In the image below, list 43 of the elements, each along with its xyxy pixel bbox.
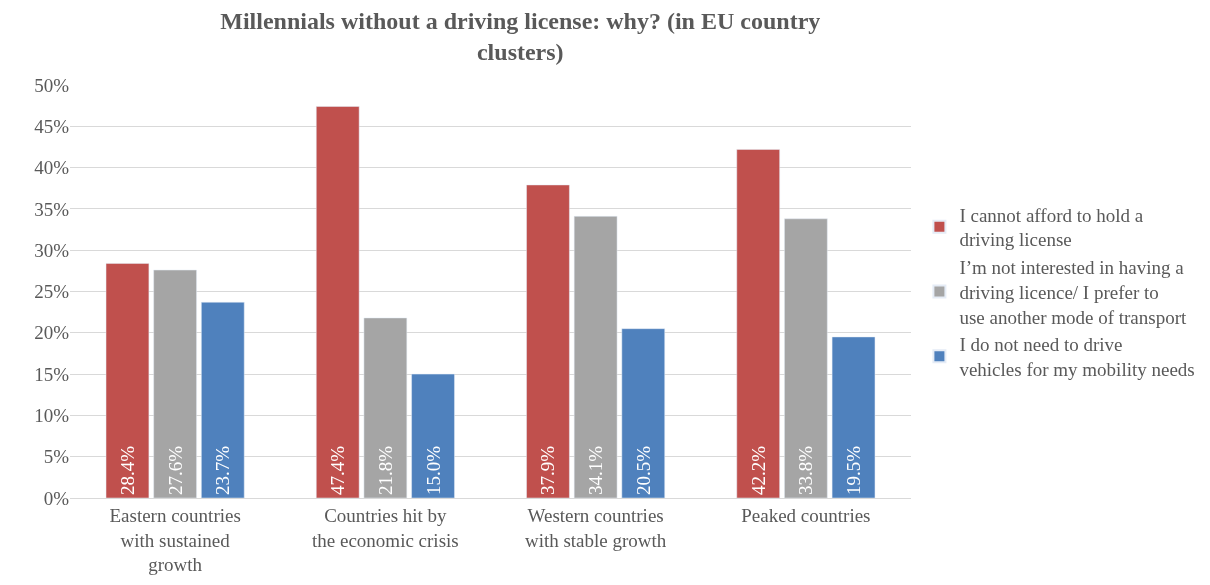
data-label: 23.7% xyxy=(212,445,234,495)
y-tick-label: 25% xyxy=(34,281,70,303)
bar xyxy=(363,317,408,498)
data-label: 47.4% xyxy=(327,445,349,495)
x-tick-label: Western countries with stable growth xyxy=(524,504,667,551)
bar xyxy=(784,218,828,498)
legend-label: I do not need to drive vehicles for my mobility needs xyxy=(959,334,1195,380)
bar xyxy=(736,149,780,498)
y-tick-label: 10% xyxy=(34,405,70,427)
y-tick-label: 40% xyxy=(34,157,70,179)
bar xyxy=(316,106,360,498)
y-tick-label: 35% xyxy=(34,198,70,220)
bar xyxy=(526,184,570,498)
data-label: 19.5% xyxy=(843,445,865,495)
data-label: 28.4% xyxy=(116,445,138,495)
y-tick-label: 5% xyxy=(43,446,70,468)
data-label: 37.9% xyxy=(537,445,559,495)
y-tick-label: 15% xyxy=(34,363,70,385)
legend-label: I cannot afford to hold a driving license xyxy=(959,204,1144,251)
y-tick-label: 50% xyxy=(34,74,70,96)
chart-title: Millennials without a driving license: why? (in EU country clusters) xyxy=(220,8,821,66)
bar xyxy=(105,263,150,498)
bar xyxy=(201,301,245,498)
y-tick-label: 30% xyxy=(34,239,70,261)
data-label: 34.1% xyxy=(585,445,607,495)
bar xyxy=(831,336,876,498)
y-tick-label: 0% xyxy=(43,487,70,509)
bar xyxy=(621,328,665,498)
y-tick-label: 45% xyxy=(34,115,70,137)
data-label: 15.0% xyxy=(422,445,444,495)
data-label: 20.5% xyxy=(632,445,654,495)
data-label: 33.8% xyxy=(795,445,817,495)
bar xyxy=(411,373,455,498)
data-label: 21.8% xyxy=(374,445,396,495)
bar xyxy=(153,269,197,498)
x-tick-label: Countries hit by the economic crisis xyxy=(312,504,459,551)
y-tick-label: 20% xyxy=(34,322,70,344)
data-label: 27.6% xyxy=(164,445,186,495)
data-label: 42.2% xyxy=(747,445,769,495)
legend-label: I’m not interested in having a driving licence/ I prefer to use another mode of transport xyxy=(959,257,1188,328)
x-tick-label: Eastern countries with sustained growth xyxy=(109,504,241,576)
x-tick-label: Peaked countries xyxy=(741,504,871,526)
bar xyxy=(573,216,618,498)
